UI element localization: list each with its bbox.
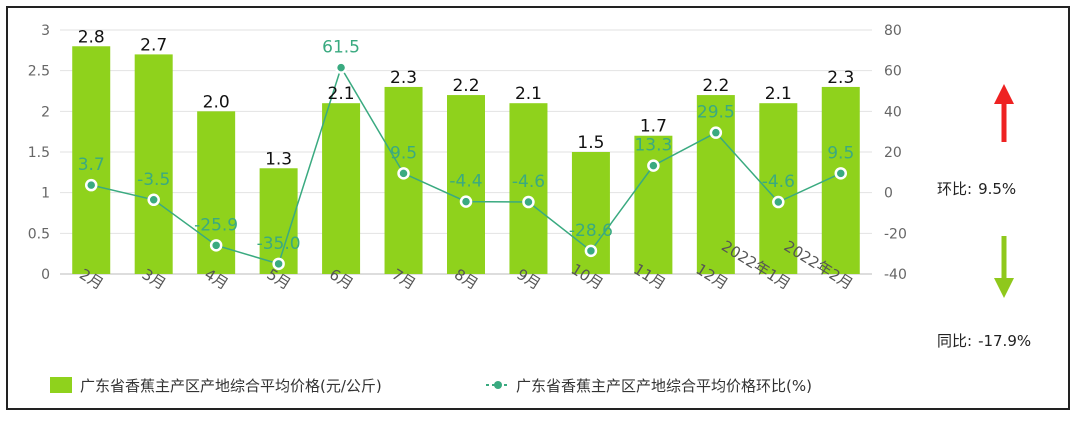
line-value-label: -3.5 xyxy=(137,170,170,190)
bar xyxy=(696,95,735,274)
bar-value-label: 2.1 xyxy=(765,84,792,104)
bar-value-label: 1.3 xyxy=(265,149,292,169)
line-value-label: 3.7 xyxy=(78,155,105,175)
bar xyxy=(384,86,423,274)
legend-bar-label: 广东省香蕉主产区产地综合平均价格(元/公斤) xyxy=(80,377,382,395)
right-tick-label: 60 xyxy=(884,64,902,80)
left-tick-label: 2.5 xyxy=(28,64,50,80)
bar-value-label: 2.3 xyxy=(390,68,417,88)
line-point xyxy=(334,61,348,74)
bar-value-label: 2.2 xyxy=(452,76,479,96)
line-value-label: -4.4 xyxy=(449,172,482,192)
line-value-label: 9.5 xyxy=(827,143,854,163)
right-tick-label: -20 xyxy=(884,226,907,242)
line-point xyxy=(209,239,223,252)
bar xyxy=(134,54,173,275)
left-tick-label: 3 xyxy=(41,23,50,39)
bar-value-label: 2.1 xyxy=(515,84,542,104)
line-value-label: -4.6 xyxy=(762,172,795,192)
bar xyxy=(72,46,111,275)
line-value-label: -4.6 xyxy=(512,172,545,192)
bar-value-label: 2.3 xyxy=(827,68,854,88)
line-data-labels: 3.7 -3.5 -25.9 -35.0 61.5 9.5 -4.4 -4.6 -28.6 13.… xyxy=(78,38,855,254)
yoy-label: 同比: xyxy=(937,332,973,350)
bar-value-label: 1.5 xyxy=(577,133,604,153)
right-tick-label: -40 xyxy=(884,267,907,283)
line-point xyxy=(147,193,160,207)
left-tick-label: 0.5 xyxy=(28,226,50,242)
bar xyxy=(634,135,673,274)
bar-value-label: 2.2 xyxy=(702,76,729,96)
bar xyxy=(259,168,298,274)
bar-value-label: 2.8 xyxy=(78,27,105,47)
legend-line-label: 广东省香蕉主产区产地综合平均价格环比(%) xyxy=(516,377,812,395)
bar xyxy=(322,103,361,274)
line-value-label: 9.5 xyxy=(390,143,417,163)
mom-value: 9.5% xyxy=(978,180,1017,198)
mom-label: 环比: xyxy=(937,180,973,198)
line-point xyxy=(522,195,535,209)
bar-value-label: 2.0 xyxy=(203,92,230,112)
bars xyxy=(72,46,860,275)
left-tick-label: 1.5 xyxy=(28,145,50,161)
line-point xyxy=(772,195,785,209)
bar xyxy=(509,103,548,274)
right-tick-label: 80 xyxy=(884,23,902,39)
line-value-label: -35.0 xyxy=(257,234,301,254)
line-value-label: 61.5 xyxy=(322,38,360,58)
right-tick-label: 0 xyxy=(884,186,893,202)
left-tick-label: 0 xyxy=(41,267,50,283)
line-value-label: 29.5 xyxy=(697,103,735,123)
legend-line-marker xyxy=(494,381,502,389)
line-value-label: -28.6 xyxy=(569,221,613,241)
right-axis-ticks: -40 -20 0 20 40 60 80 xyxy=(884,23,907,283)
up-arrow-icon xyxy=(994,84,1014,142)
bar-value-label: 2.1 xyxy=(328,84,355,104)
bar xyxy=(447,95,485,274)
yoy-summary: 同比: -17.9% xyxy=(937,330,1031,351)
line-point xyxy=(709,126,723,139)
line-value-label: 13.3 xyxy=(634,136,672,156)
line-point xyxy=(84,178,98,192)
down-arrow-icon xyxy=(994,236,1014,298)
bar-value-label: 2.7 xyxy=(140,35,167,55)
line-point xyxy=(397,167,410,180)
bar-value-label: 1.7 xyxy=(640,117,667,137)
line-point xyxy=(834,167,848,180)
left-tick-label: 2 xyxy=(41,104,50,120)
line-point xyxy=(459,195,473,208)
legend[interactable]: 广东省香蕉主产区产地综合平均价格(元/公斤) 广东省香蕉主产区产地综合平均价格环… xyxy=(50,377,812,395)
mom-line xyxy=(84,61,848,271)
line-point xyxy=(647,159,660,172)
left-axis-ticks: 0 0.5 1 1.5 2 2.5 3 xyxy=(28,23,50,283)
bar-data-labels: 2.8 2.7 2.0 1.3 2.1 2.3 2.2 2.1 1.5 1.7 2.2 2.1 2.3 xyxy=(78,27,855,169)
side-indicators xyxy=(994,84,1014,298)
line-point xyxy=(272,257,285,271)
right-tick-label: 20 xyxy=(884,145,902,161)
mom-summary: 环比: 9.5% xyxy=(937,178,1016,199)
yoy-value: -17.9% xyxy=(978,332,1032,350)
right-tick-label: 40 xyxy=(884,104,902,120)
line-value-label: -25.9 xyxy=(194,215,238,235)
bar xyxy=(821,86,860,274)
legend-bar-swatch xyxy=(50,377,72,393)
left-tick-label: 1 xyxy=(41,186,50,202)
line-point xyxy=(584,244,598,258)
